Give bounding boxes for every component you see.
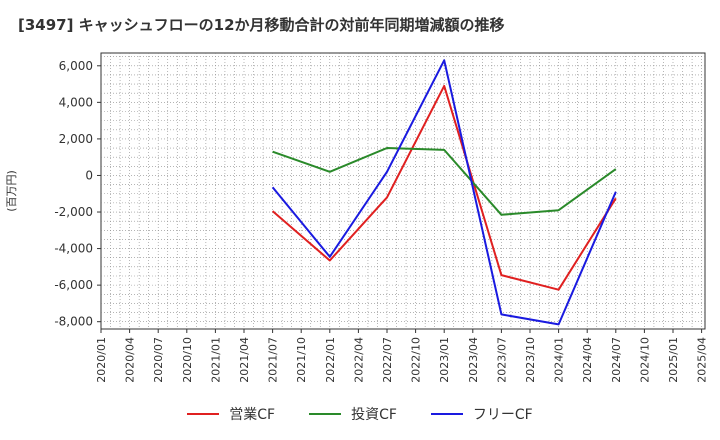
legend-label: 投資CF xyxy=(351,407,397,423)
legend-label: フリーCF xyxy=(472,407,533,423)
y-tick-label: 2,000 xyxy=(59,132,93,146)
chart-title: [3497] キャッシュフローの12か月移動合計の対前年同期増減額の推移 xyxy=(18,16,505,34)
legend-item: フリーCF xyxy=(430,404,533,424)
y-tick-label: -4,000 xyxy=(54,242,93,256)
legend-item: 営業CF xyxy=(187,404,275,424)
y-tick-label: 6,000 xyxy=(59,59,93,73)
plot-area xyxy=(100,52,706,330)
chart-legend: 営業CF 投資CF フリーCF xyxy=(0,404,720,424)
x-tick-label: 2023/01 xyxy=(438,337,451,383)
x-axis: 2020/01 2020/04 2020/07 2020/10 2021/01 2021/… xyxy=(95,329,709,383)
x-tick-label: 2020/04 xyxy=(124,337,137,383)
data-series xyxy=(271,59,617,326)
x-tick-label: 2024/10 xyxy=(638,337,651,383)
x-tick-label: 2024/07 xyxy=(610,337,623,383)
x-tick-label: 2020/10 xyxy=(181,337,194,383)
x-tick-label: 2023/04 xyxy=(467,337,480,383)
y-tick-label: 4,000 xyxy=(59,95,93,109)
x-tick-label: 2021/01 xyxy=(209,337,222,383)
y-axis-label: (百万円) xyxy=(5,170,18,212)
x-tick-label: 2024/01 xyxy=(553,337,566,383)
y-tick-label: -2,000 xyxy=(54,205,93,219)
x-tick-label: 2021/07 xyxy=(267,337,280,383)
x-tick-label: 2022/01 xyxy=(324,337,337,383)
x-tick-label: 2022/04 xyxy=(352,337,365,383)
x-tick-label: 2023/07 xyxy=(495,337,508,383)
x-tick-label: 2025/04 xyxy=(696,337,709,383)
x-tick-label: 2024/04 xyxy=(581,337,594,383)
x-tick-label: 2025/01 xyxy=(667,337,680,383)
y-tick-label: -6,000 xyxy=(54,278,93,292)
legend-swatch xyxy=(430,413,463,415)
x-tick-label: 2021/10 xyxy=(295,337,308,383)
y-tick-label: -8,000 xyxy=(54,315,93,329)
x-tick-label: 2020/01 xyxy=(95,337,108,383)
legend-swatch xyxy=(187,413,220,415)
grid-lines xyxy=(101,53,705,329)
legend-label: 営業CF xyxy=(229,407,276,423)
x-tick-label: 2021/04 xyxy=(238,337,251,383)
x-tick-label: 2022/07 xyxy=(381,337,394,383)
x-tick-label: 2022/10 xyxy=(410,337,423,383)
y-axis: 6,000 4,000 2,000 0 -2,000 -4,000 -6,000 -8,000 xyxy=(54,59,101,329)
y-tick-label: 0 xyxy=(85,168,93,182)
x-tick-label: 2020/07 xyxy=(152,337,165,383)
legend-item: 投資CF xyxy=(309,404,397,424)
legend-swatch xyxy=(309,413,342,415)
x-tick-label: 2023/10 xyxy=(524,337,537,383)
